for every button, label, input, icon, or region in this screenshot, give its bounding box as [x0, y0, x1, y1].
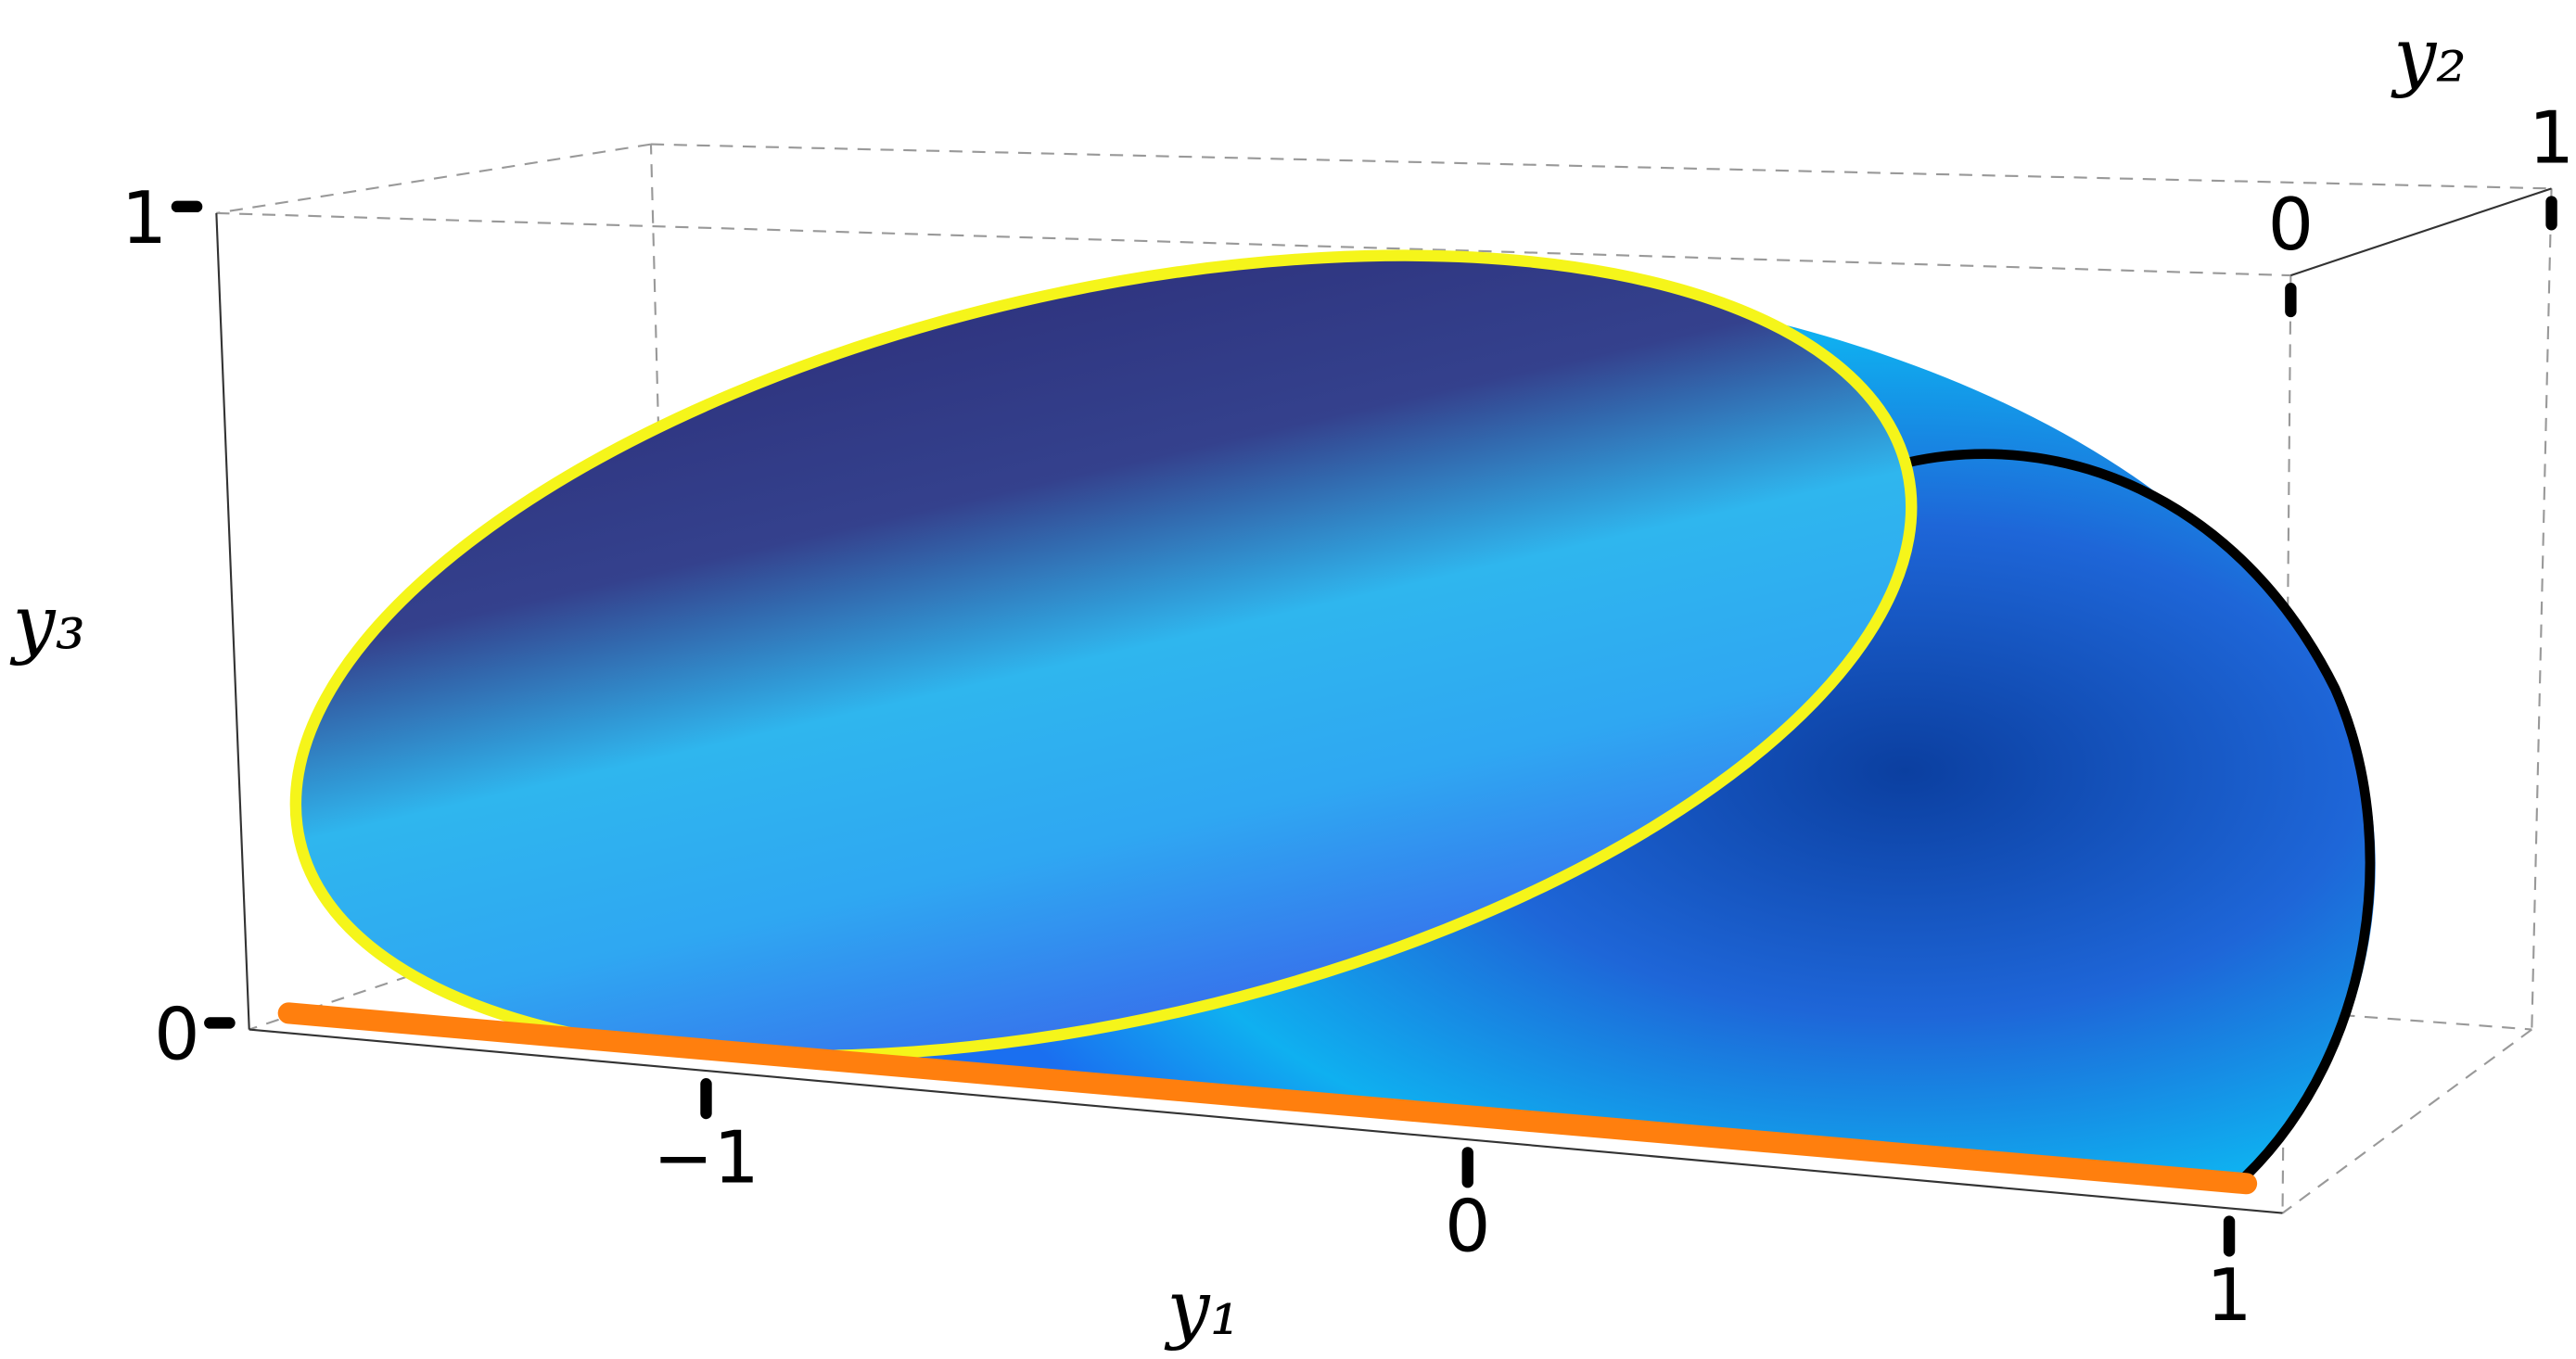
surface-top	[289, 249, 1918, 1062]
y-axis-label: y₂	[2390, 12, 2467, 100]
z-tick-label: 1	[121, 177, 168, 260]
z-axis-label: y₃	[9, 579, 86, 667]
boundary-curve	[1907, 449, 2376, 1181]
box-edge	[2281, 1028, 2532, 1214]
y-tick-label: 1	[2529, 96, 2575, 180]
x-tick-label: 0	[1445, 1186, 1490, 1269]
edge-line	[277, 1002, 2258, 1195]
x-axis-label: y₁	[1164, 1264, 1241, 1353]
box-edge	[216, 143, 652, 214]
box-edge	[2531, 188, 2553, 1030]
box-edge	[216, 211, 2291, 277]
x-tick-label: 1	[2206, 1254, 2252, 1338]
axis-line	[2290, 187, 2552, 277]
y-tick-label: 0	[2268, 184, 2315, 267]
axis-line	[215, 212, 250, 1030]
z-tick-label: 0	[154, 994, 199, 1077]
box-edge	[650, 143, 2552, 190]
axis-line	[249, 1028, 2283, 1214]
x-tick-label: −1	[653, 1117, 759, 1200]
